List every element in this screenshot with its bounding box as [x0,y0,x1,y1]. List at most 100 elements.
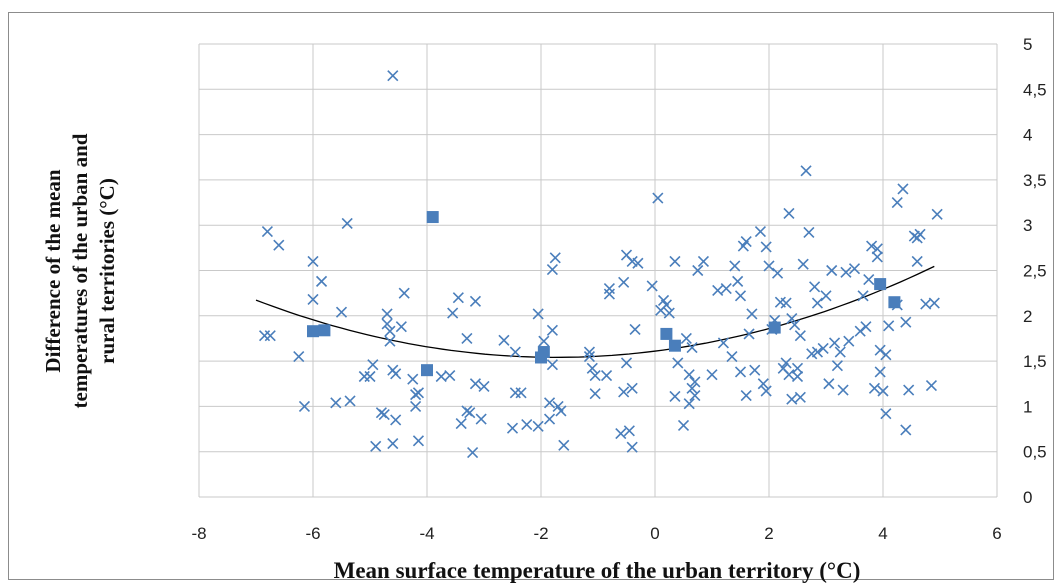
x-marker-point [521,418,533,431]
grid-lines [198,43,998,498]
x-marker-stroke [410,400,422,412]
x-marker-stroke [669,255,681,268]
x-marker-point [370,440,382,452]
x-marker-stroke [811,297,824,309]
x-marker-point [760,241,772,253]
x-marker-stroke [720,283,732,295]
x-marker-stroke [335,306,348,318]
x-marker-point [857,290,869,302]
x-marker-stroke [857,290,869,302]
x-marker-stroke [874,344,886,356]
y-tick-label: 2 [1023,307,1032,326]
x-marker-point [444,370,456,382]
x-marker-stroke [783,207,795,219]
x-marker-point [367,359,379,371]
x-marker-point [532,308,544,320]
x-marker-stroke [330,397,342,409]
x-marker-stroke [743,328,755,340]
x-marker-point [378,408,390,421]
x-marker-stroke [689,376,701,388]
x-marker-point [911,255,923,268]
x-marker-stroke [412,435,425,447]
square-marker-point [660,327,673,340]
x-marker-point [583,351,596,363]
x-tick-label: -6 [305,524,320,543]
x-marker-stroke [532,308,544,320]
x-marker-point [900,424,912,436]
x-marker-point [877,385,889,397]
x-marker-point [689,376,701,388]
x-marker-point [589,370,601,382]
x-marker-stroke [261,225,273,238]
x-marker-stroke [794,391,806,403]
x-marker-stroke [726,351,738,363]
x-marker-point [629,323,641,335]
x-marker-stroke [646,280,658,292]
x-marker-point [803,226,815,239]
y-tick-label: 5 [1023,35,1032,54]
x-marker-point [843,335,855,347]
x-marker-stroke [786,393,798,405]
x-marker-stroke [378,408,390,421]
x-marker-stroke [900,424,912,436]
x-tick-label: -8 [191,524,206,543]
x-marker-point [461,332,473,345]
x-marker-stroke [469,378,482,390]
x-marker-point [469,295,482,307]
x-marker-point [903,384,915,396]
x-marker-stroke [826,264,838,277]
x-marker-point [783,207,795,219]
square-marker-point [426,211,439,224]
x-marker-point [880,349,892,361]
x-marker-point [603,288,615,300]
x-marker-point [863,273,875,286]
x-marker-stroke [760,241,772,253]
x-marker-point [381,318,393,330]
x-marker-stroke [307,255,319,268]
x-marker-stroke [469,295,482,307]
x-marker-point [914,228,926,240]
y-tick-label: 0,5 [1023,443,1047,462]
x-marker-stroke [786,312,798,325]
x-marker-point [549,252,561,264]
y-tick-label: 2,5 [1023,262,1047,281]
x-marker-point [928,297,940,309]
trendline [255,265,935,359]
x-marker-stroke [384,325,396,337]
x-marker-stroke [712,284,724,296]
x-marker-point [794,330,806,342]
x-marker-point [626,441,638,453]
x-marker-stroke [871,243,883,255]
x-marker-stroke [660,299,672,311]
x-marker-stroke [398,287,410,299]
x-marker-point [509,387,521,399]
x-marker-point [663,307,675,319]
x-marker-stroke [697,255,710,268]
x-marker-point [538,335,550,347]
x-marker-point [455,418,467,430]
x-marker-point [826,264,838,277]
x-marker-stroke [546,359,558,371]
x-marker-point [600,370,613,382]
x-marker-point [754,225,767,238]
x-marker-point [660,299,672,311]
x-marker-stroke [293,351,305,363]
x-marker-stroke [464,407,476,419]
x-marker-stroke [874,366,886,378]
x-marker-stroke [683,398,695,410]
x-marker-stroke [509,346,521,358]
x-marker-stroke [447,307,459,319]
x-marker-point [410,400,422,412]
x-marker-stroke [914,228,926,240]
x-marker-point [791,370,804,383]
x-marker-point [740,235,752,248]
x-marker-point [712,284,724,296]
x-marker-stroke [789,319,801,331]
x-marker-stroke [381,318,393,330]
x-marker-point [307,255,319,268]
x-marker-stroke [925,379,938,392]
x-marker-stroke [620,249,633,261]
x-marker-stroke [626,255,638,268]
x-marker-stroke [820,290,832,302]
x-tick-label: -4 [419,524,434,543]
